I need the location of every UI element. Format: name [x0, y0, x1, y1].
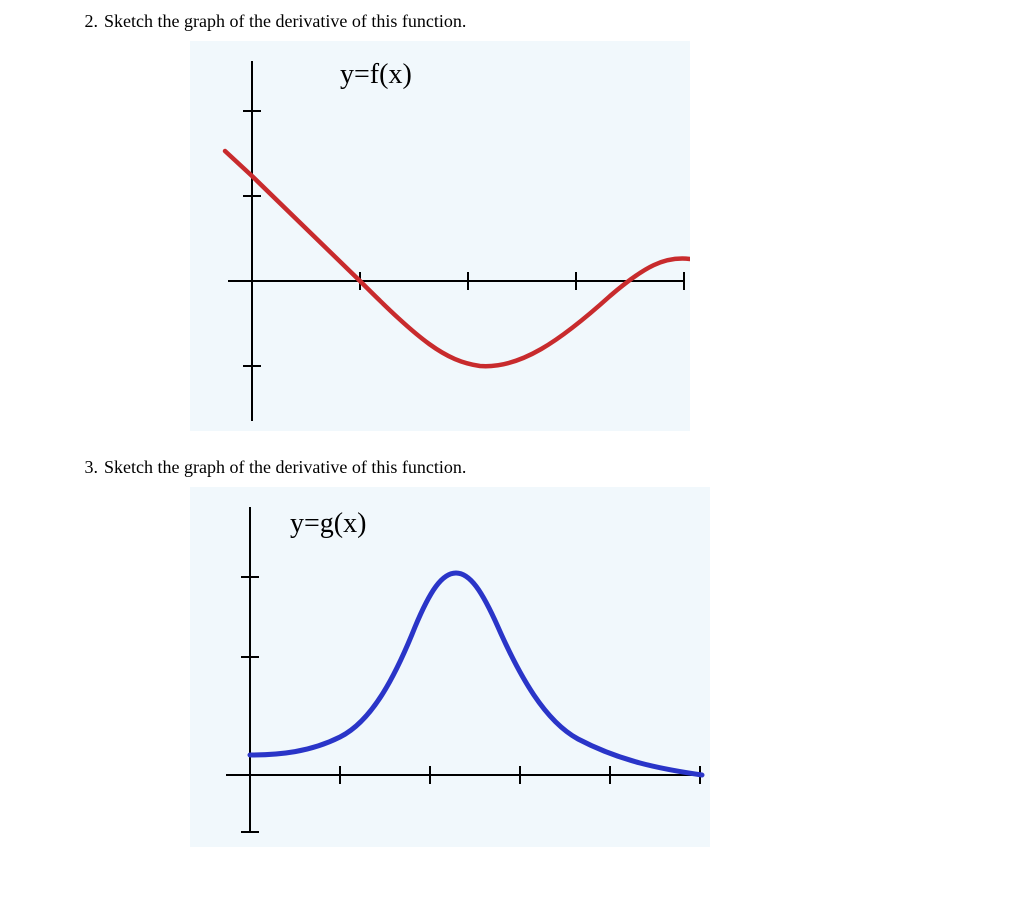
problem-2-figure-panel: y=f(x)	[190, 41, 690, 431]
function-curve	[250, 573, 702, 775]
function-label: y=g(x)	[290, 508, 366, 539]
problem-3-chart: y=g(x)	[190, 487, 710, 847]
problem-2-heading: 2. Sketch the graph of the derivative of…	[70, 8, 954, 35]
problem-2-chart: y=f(x)	[190, 41, 690, 431]
problem-3-heading: 3. Sketch the graph of the derivative of…	[70, 454, 954, 481]
problem-2-figure-wrap: y=f(x)	[190, 41, 954, 436]
problem-3: 3. Sketch the graph of the derivative of…	[70, 454, 954, 852]
page: 2. Sketch the graph of the derivative of…	[0, 0, 1024, 903]
problem-2-number: 2.	[70, 8, 104, 35]
problem-2-prompt: Sketch the graph of the derivative of th…	[104, 8, 954, 35]
function-label: y=f(x)	[340, 59, 412, 90]
problem-2: 2. Sketch the graph of the derivative of…	[70, 8, 954, 436]
problem-3-figure-wrap: y=g(x)	[190, 487, 954, 852]
problem-3-prompt: Sketch the graph of the derivative of th…	[104, 454, 954, 481]
function-curve	[225, 151, 690, 366]
problem-3-number: 3.	[70, 454, 104, 481]
problem-3-figure-panel: y=g(x)	[190, 487, 710, 847]
